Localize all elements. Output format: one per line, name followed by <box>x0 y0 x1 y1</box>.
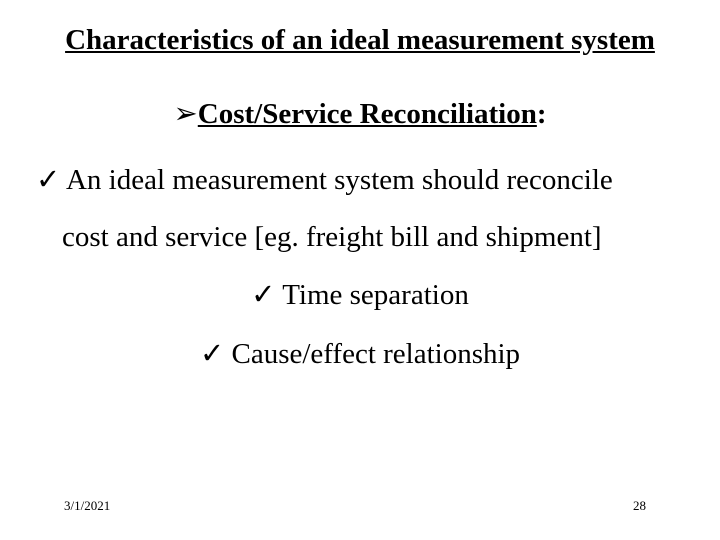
bullet-item: ✓ Cause/effect relationship <box>36 326 684 383</box>
slide-title: Characteristics of an ideal measurement … <box>0 24 720 57</box>
bullet-text: Time separation <box>282 279 469 311</box>
bullet-text: Cause/effect relationship <box>232 338 521 370</box>
subhead-text: Cost/Service Reconciliation <box>198 98 537 130</box>
check-icon: ✓ <box>200 338 224 370</box>
subhead-trailing: : <box>537 98 547 130</box>
arrow-icon: ➢ <box>173 98 197 130</box>
bullet-item: ✓ Time separation <box>36 267 684 324</box>
check-icon: ✓ <box>251 279 275 311</box>
slide-body: ✓ An ideal measurement system should rec… <box>36 152 684 382</box>
bullet-item: ✓ An ideal measurement system should rec… <box>36 152 684 265</box>
slide: Characteristics of an ideal measurement … <box>0 0 720 540</box>
bullet-text-line2: cost and service [eg. freight bill and s… <box>36 209 684 266</box>
footer-date: 3/1/2021 <box>64 498 110 514</box>
slide-subhead: ➢Cost/Service Reconciliation: <box>0 96 720 131</box>
check-icon: ✓ <box>36 164 60 196</box>
bullet-text: An ideal measurement system should recon… <box>66 164 613 196</box>
footer-page-number: 28 <box>633 498 646 514</box>
